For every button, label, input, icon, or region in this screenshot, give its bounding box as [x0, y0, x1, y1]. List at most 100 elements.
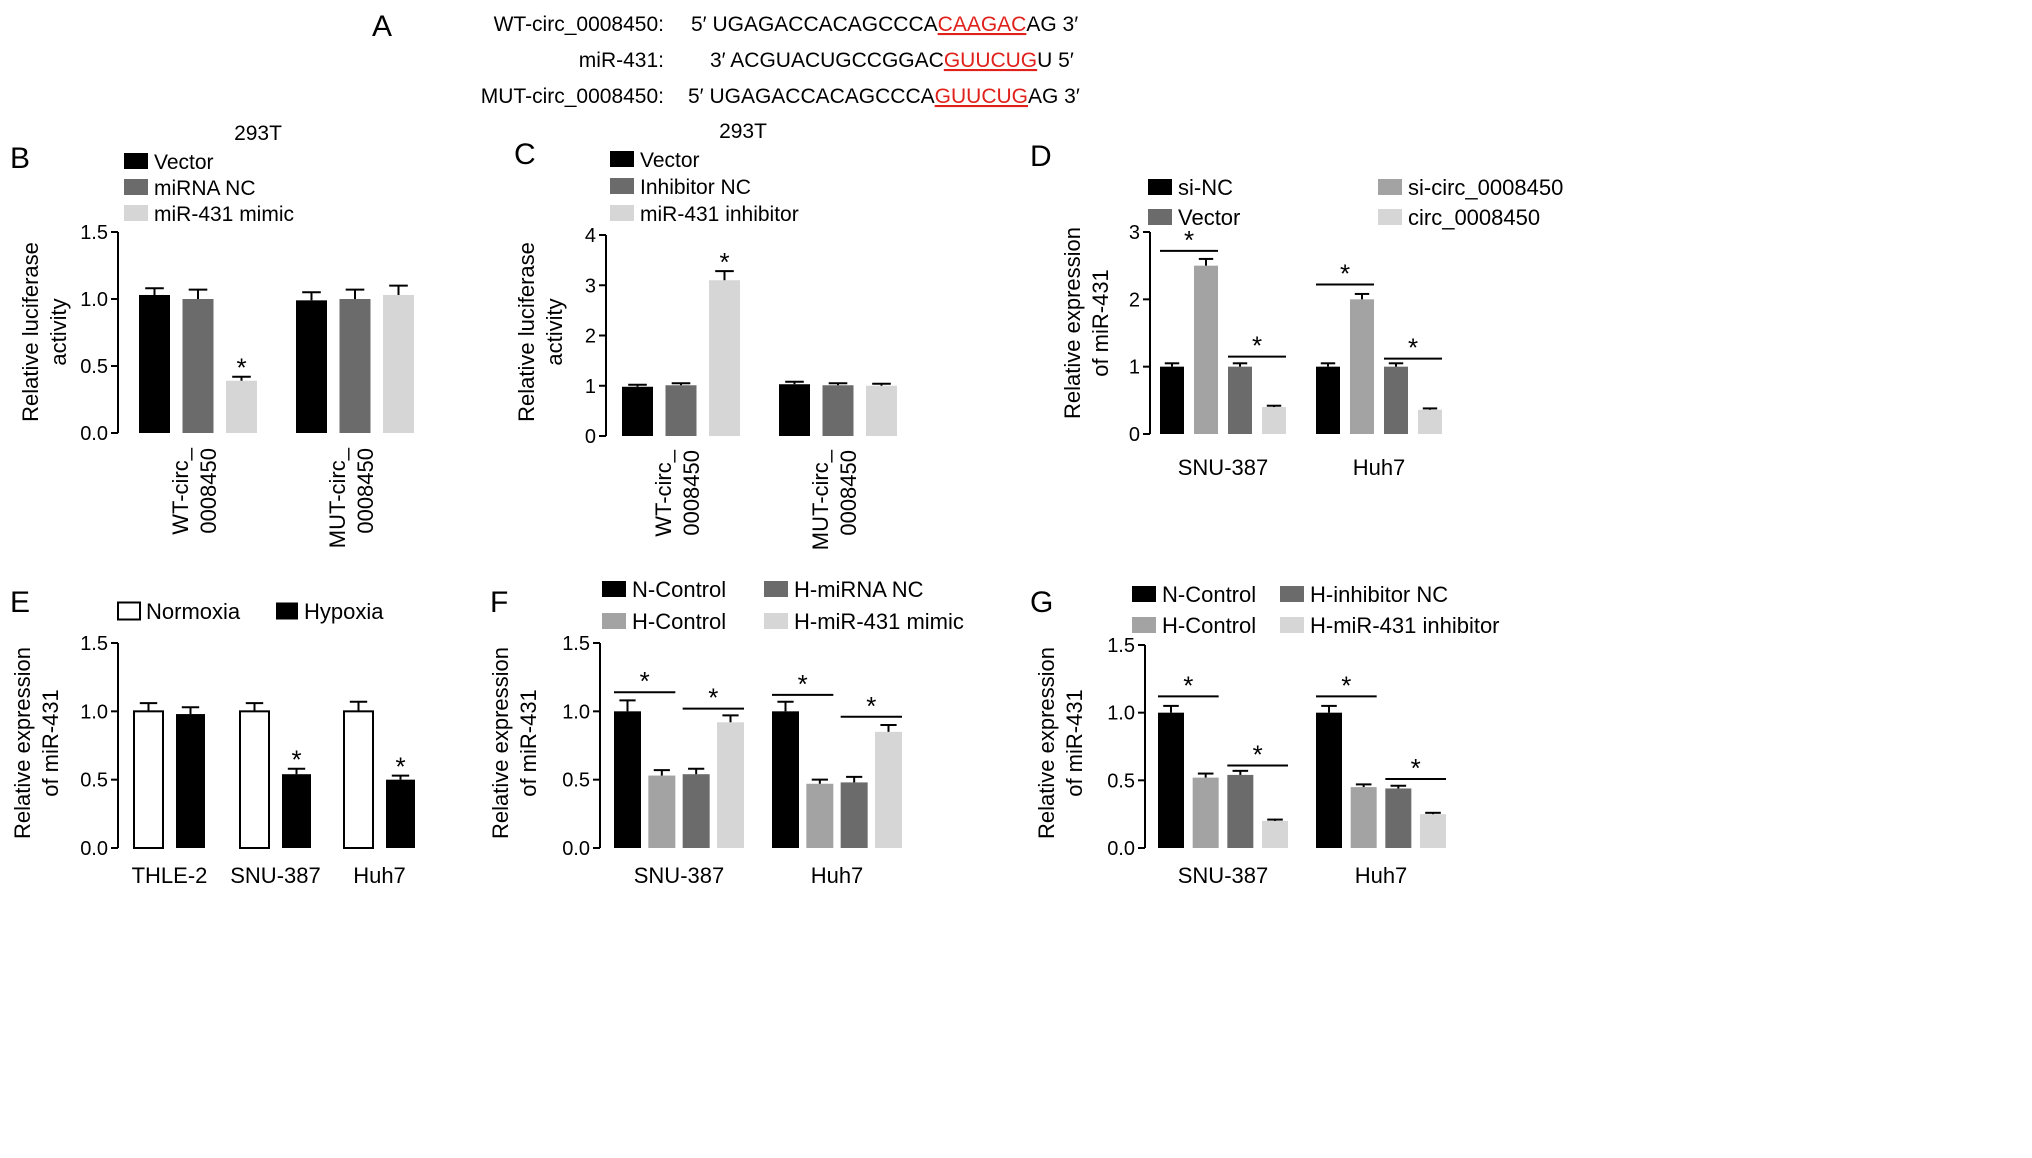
seq-row-wt: WT-circ_0008450: 5′ UGAGACCACAGCCCACAAGA… [494, 13, 1079, 36]
bar [806, 783, 834, 848]
bar [717, 722, 744, 848]
y-tick-label: 4 [585, 225, 596, 247]
legend-swatch [124, 153, 148, 169]
bar [1350, 787, 1377, 848]
legend-label: miR-431 mimic [154, 203, 294, 226]
legend-label: N-Control [632, 577, 726, 602]
y-axis-label: Relative expression [488, 647, 513, 839]
seq-row-mir: miR-431: 3′ ACGUACUGCCGGACGUUCUGU 5′ [579, 49, 1074, 72]
chart-e: E 0.0 0.5 1.0 1.5 Relative expression of miR-4… [10, 586, 415, 888]
legend-swatch [124, 179, 148, 195]
legend-label: miRNA NC [154, 177, 256, 200]
significance-asterisk: * [798, 669, 808, 699]
chart-title: 293T [234, 122, 282, 145]
y-axis-label: Relative luciferase [18, 242, 43, 422]
legend-label: H-miRNA NC [794, 577, 924, 602]
legend-label: H-Control [632, 609, 726, 634]
legend-swatch [1280, 586, 1304, 602]
bar [822, 385, 854, 436]
y-axis-label: of miR-431 [1088, 269, 1113, 377]
y-tick-label: 0.0 [80, 838, 108, 860]
y-tick-label: 0.0 [80, 423, 108, 445]
legend-swatch [764, 613, 788, 629]
bar [1262, 407, 1286, 434]
y-axis-label: Relative luciferase [514, 242, 539, 422]
seq-site-wt: CAAGAC [938, 13, 1027, 36]
y-tick-label: 0.5 [80, 356, 108, 378]
bar [1316, 712, 1342, 848]
svg-text:5′ UGAGACCACAGCCCACAAGACAG 3′: 5′ UGAGACCACAGCCCACAAGACAG 3′ [691, 13, 1078, 36]
legend-swatch [117, 601, 141, 621]
y-tick-label: 2 [1129, 289, 1140, 311]
panel-letter: E [10, 586, 30, 619]
legend-swatch [610, 205, 634, 221]
seq-suffix-mut: AG 3′ [1028, 85, 1080, 108]
y-axis-label: of miR-431 [38, 689, 63, 797]
seq-suffix-wt: AG 3′ [1026, 13, 1078, 36]
seq-prefix-mut: 5′ UGAGACCACAGCCCA [688, 85, 935, 108]
legend-swatch [764, 581, 788, 597]
y-tick-label: 3 [585, 275, 596, 297]
legend-swatch [1148, 209, 1172, 225]
significance-asterisk: * [1183, 670, 1193, 700]
bar [1160, 366, 1184, 434]
y-tick-label: 3 [1129, 222, 1140, 244]
bar [133, 710, 164, 849]
chart-g: G 0.0 0.5 1.0 1.5 Relative expression of miR-4… [1030, 582, 1500, 888]
legend-label: miR-431 inhibitor [640, 203, 799, 226]
y-tick-label: 1.0 [1107, 703, 1135, 725]
y-tick-label: 1.5 [80, 633, 108, 655]
svg-text:3′ ACGUACUGCCGGACGUUCUGU 5′: 3′ ACGUACUGCCGGACGUUCUGU 5′ [710, 49, 1074, 72]
chart-c: C 293T 0 1 2 3 4 Relative luciferase activity * WT… [514, 120, 897, 550]
legend-label: circ_0008450 [1408, 205, 1540, 230]
significance-asterisk: * [236, 353, 246, 383]
bar [296, 300, 327, 433]
legend-label: Vector [640, 149, 700, 172]
bar [226, 380, 257, 433]
bar [182, 299, 214, 433]
y-tick-label: 2 [585, 326, 596, 348]
bar [1350, 299, 1374, 434]
seq-prefix-wt: 5′ UGAGACCACAGCCCA [691, 13, 938, 36]
panel-letter: C [514, 138, 536, 171]
y-tick-label: 1 [1129, 357, 1140, 379]
legend-swatch [1132, 617, 1156, 633]
chart-d: D 0 1 2 3 Relative expression of miR-431 * * * * SN… [1030, 140, 1563, 480]
bar [682, 774, 710, 848]
bar [339, 299, 371, 433]
bar [386, 779, 415, 848]
legend-swatch [602, 613, 626, 629]
legend-swatch [1378, 179, 1402, 195]
x-tick-label: Huh7 [353, 863, 406, 888]
x-tick-label: SNU-387 [634, 863, 724, 888]
bar [176, 714, 205, 848]
bar [622, 386, 653, 436]
seq-suffix-mir: U 5′ [1037, 49, 1074, 72]
y-axis-label: of miR-431 [1062, 689, 1087, 797]
legend-label: si-NC [1178, 175, 1233, 200]
y-axis-label: Relative expression [1060, 227, 1085, 419]
significance-asterisk: * [1341, 670, 1351, 700]
legend-label: Hypoxia [304, 599, 384, 624]
bar [1262, 820, 1288, 848]
x-tick-label: Huh7 [811, 863, 864, 888]
bar [1158, 712, 1184, 848]
y-tick-label: 1 [585, 376, 596, 398]
significance-asterisk: * [640, 666, 650, 696]
legend-swatch [124, 205, 148, 221]
x-tick-label: 0008450 [196, 448, 221, 534]
bar [1316, 366, 1340, 434]
bar [1384, 366, 1408, 434]
y-tick-label: 0 [1129, 424, 1140, 446]
bar [665, 385, 697, 436]
legend-swatch [1148, 179, 1172, 195]
legend-swatch [610, 178, 634, 194]
legend-swatch [610, 151, 634, 167]
seq-site-mir: GUUCUG [944, 49, 1037, 72]
seq-label-wt: WT-circ_0008450: [494, 13, 664, 36]
legend-swatch [602, 581, 626, 597]
significance-asterisk: * [1411, 753, 1421, 783]
x-tick-label: SNU-387 [230, 863, 320, 888]
bar [709, 280, 740, 436]
seq-row-mut: MUT-circ_0008450: 5′ UGAGACCACAGCCCAGUUC… [481, 85, 1080, 108]
